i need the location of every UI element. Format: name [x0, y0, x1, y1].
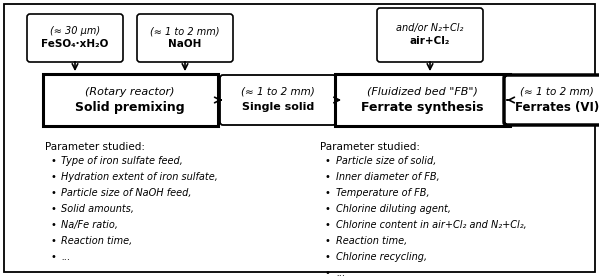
Text: •: •: [325, 236, 331, 246]
Text: Inner diameter of FB,: Inner diameter of FB,: [336, 172, 440, 182]
Text: •: •: [325, 156, 331, 166]
Text: FeSO₄·xH₂O: FeSO₄·xH₂O: [41, 39, 108, 49]
Text: •: •: [50, 220, 56, 230]
Text: Ferrate synthesis: Ferrate synthesis: [361, 100, 483, 113]
Text: Ferrates (VI): Ferrates (VI): [515, 100, 599, 113]
Text: Temperature of FB,: Temperature of FB,: [336, 188, 429, 198]
Text: •: •: [325, 204, 331, 214]
Text: Parameter studied:: Parameter studied:: [320, 142, 420, 152]
Text: •: •: [325, 188, 331, 198]
Text: Solid premixing: Solid premixing: [75, 100, 185, 113]
Text: (Rotary reactor): (Rotary reactor): [85, 87, 175, 97]
Text: ...: ...: [61, 252, 70, 262]
Text: •: •: [325, 268, 331, 276]
Text: •: •: [50, 252, 56, 262]
FancyBboxPatch shape: [27, 14, 123, 62]
Text: •: •: [50, 156, 56, 166]
Text: Chlorine diluting agent,: Chlorine diluting agent,: [336, 204, 451, 214]
Text: Chlorine content in air+Cl₂ and N₂+Cl₂,: Chlorine content in air+Cl₂ and N₂+Cl₂,: [336, 220, 527, 230]
Text: Single solid: Single solid: [242, 102, 314, 112]
Text: •: •: [50, 204, 56, 214]
Text: Reaction time,: Reaction time,: [336, 236, 407, 246]
Text: (≈ 1 to 2 mm): (≈ 1 to 2 mm): [150, 26, 220, 36]
Text: (≈ 1 to 2 mm): (≈ 1 to 2 mm): [520, 87, 594, 97]
Text: Chlorine recycling,: Chlorine recycling,: [336, 252, 427, 262]
FancyBboxPatch shape: [137, 14, 233, 62]
FancyBboxPatch shape: [377, 8, 483, 62]
Text: Particle size of solid,: Particle size of solid,: [336, 156, 437, 166]
Text: Hydration extent of iron sulfate,: Hydration extent of iron sulfate,: [61, 172, 218, 182]
Text: Na/Fe ratio,: Na/Fe ratio,: [61, 220, 118, 230]
Text: Solid amounts,: Solid amounts,: [61, 204, 134, 214]
Text: Parameter studied:: Parameter studied:: [45, 142, 145, 152]
Text: (≈ 1 to 2 mm): (≈ 1 to 2 mm): [241, 87, 315, 97]
Text: •: •: [50, 172, 56, 182]
Text: NaOH: NaOH: [168, 39, 202, 49]
FancyBboxPatch shape: [220, 75, 336, 125]
Text: (Fluidized bed "FB"): (Fluidized bed "FB"): [367, 87, 477, 97]
Text: and/or N₂+Cl₂: and/or N₂+Cl₂: [397, 23, 464, 33]
Text: ...: ...: [336, 268, 346, 276]
Text: air+Cl₂: air+Cl₂: [410, 36, 450, 46]
Text: Reaction time,: Reaction time,: [61, 236, 132, 246]
Text: •: •: [50, 188, 56, 198]
Text: (≈ 30 μm): (≈ 30 μm): [50, 26, 100, 36]
Bar: [43, 74, 217, 126]
FancyBboxPatch shape: [504, 75, 599, 125]
Bar: [334, 74, 510, 126]
Text: Type of iron sulfate feed,: Type of iron sulfate feed,: [61, 156, 183, 166]
Text: Particle size of NaOH feed,: Particle size of NaOH feed,: [61, 188, 192, 198]
Text: •: •: [325, 220, 331, 230]
Text: •: •: [325, 172, 331, 182]
Text: •: •: [50, 236, 56, 246]
Text: •: •: [325, 252, 331, 262]
